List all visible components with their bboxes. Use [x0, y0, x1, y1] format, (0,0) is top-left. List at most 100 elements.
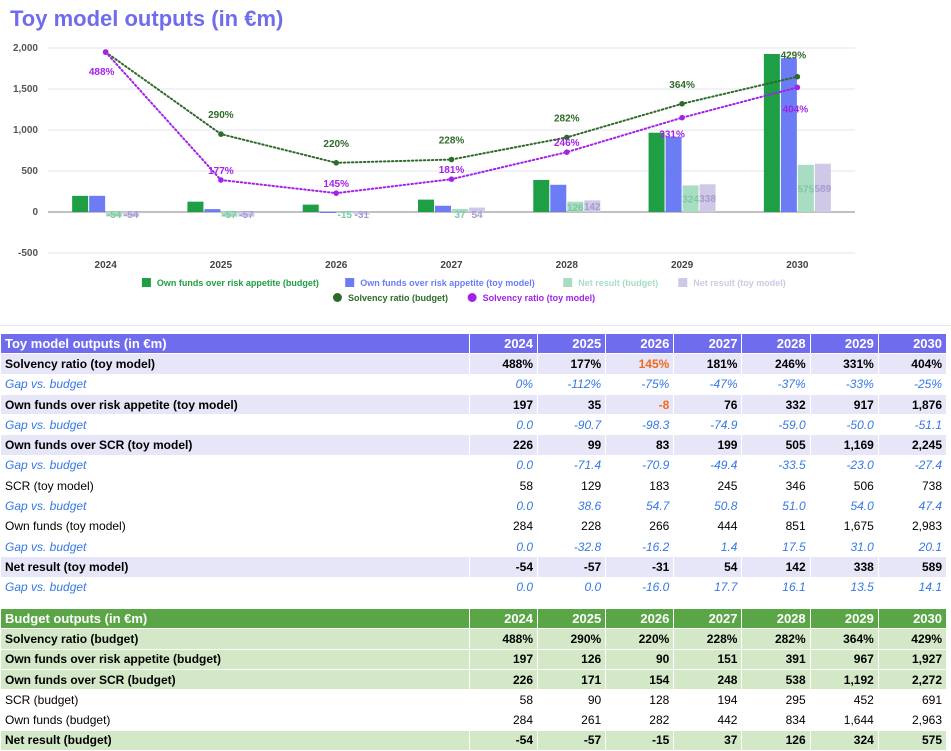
- table-row: Own funds (budget) 284 261 282 442 834 1,644 2,…: [0, 709, 948, 731]
- bar: [353, 212, 370, 215]
- cell-value: 183: [605, 475, 675, 497]
- cell-value: 1,927: [877, 648, 948, 670]
- y-tick-label: 2,000: [13, 43, 38, 54]
- table-header-row: Budget outputs (in €m) 2024 2025 2026 2027 20…: [0, 607, 948, 630]
- cell-value: 90: [537, 689, 607, 711]
- cell-value: 54.7: [605, 495, 675, 517]
- cell-value: -90.7: [537, 414, 607, 436]
- x-tick-label: 2028: [556, 260, 579, 271]
- cell-value: 13.5: [809, 576, 879, 598]
- cell-value: 429%: [877, 628, 948, 650]
- line-data-label: 145%: [323, 179, 349, 190]
- cell-value: -71.4: [537, 454, 607, 477]
- cell-value: 99: [537, 434, 607, 456]
- line-point: [448, 176, 455, 182]
- bar-data-label: 575: [798, 184, 815, 195]
- row-label: Own funds (toy model): [0, 515, 470, 537]
- bar-data-label: -57: [222, 210, 237, 221]
- cell-value: 20.1: [877, 535, 948, 558]
- table-title: Budget outputs (in €m): [0, 607, 470, 630]
- cell-value: 246%: [741, 353, 811, 375]
- cell-value: 452: [809, 689, 879, 711]
- cell-value: 290%: [537, 628, 607, 650]
- cell-value: -75%: [605, 373, 675, 395]
- bar: [238, 212, 255, 217]
- cell-value: -47%: [673, 373, 743, 395]
- cell-value: 0.0: [468, 576, 539, 598]
- cell-value: 228%: [673, 628, 743, 650]
- cell-value: 324: [809, 729, 879, 751]
- row-label: Own funds over risk appetite (toy model): [0, 393, 470, 416]
- bar: [123, 212, 140, 217]
- year-header: 2024: [468, 332, 539, 355]
- cell-value: 967: [809, 648, 879, 670]
- line-point: [102, 49, 109, 55]
- cell-value: 338: [809, 556, 879, 578]
- year-header: 2025: [537, 332, 607, 355]
- cell-value: 47.4: [877, 495, 948, 517]
- bar: [452, 208, 468, 212]
- cell-value: 50.8: [673, 495, 743, 517]
- table-row: SCR (budget) 58 90 128 194 295 452 691: [0, 689, 948, 711]
- table-title: Toy model outputs (in €m): [0, 332, 470, 355]
- cell-value: -51.1: [877, 414, 948, 436]
- bar-data-label: 54: [471, 210, 483, 221]
- cell-value: 76: [673, 393, 743, 416]
- bar: [221, 212, 238, 217]
- table-header-row: Toy model outputs (in €m) 2024 2025 2026 202…: [0, 332, 948, 355]
- table-row: Own funds over risk appetite (toy model)…: [0, 393, 948, 416]
- bar: [814, 163, 831, 212]
- cell-value: 129: [537, 475, 607, 497]
- year-header: 2026: [605, 607, 675, 630]
- table-row: Solvency ratio (toy model) 488% 177% 145% 18…: [0, 353, 948, 375]
- line-data-label: 364%: [669, 80, 695, 91]
- table-row: Own funds over risk appetite (budget) 197…: [0, 648, 948, 670]
- bar: [336, 212, 353, 214]
- cell-value: 0.0: [468, 414, 539, 436]
- cell-value: 2,272: [877, 668, 948, 691]
- row-label: Gap vs. budget: [0, 414, 470, 436]
- bar-data-label: 324: [682, 195, 699, 206]
- line-point: [794, 73, 801, 80]
- row-label: Net result (budget): [0, 729, 470, 751]
- legend-label: Solvency ratio (budget): [348, 293, 448, 303]
- cell-value: 917: [809, 393, 879, 416]
- cell-value: 404%: [877, 353, 948, 375]
- cell-value: 488%: [468, 353, 539, 375]
- cell-value: 1,876: [877, 393, 948, 416]
- cell-value: 284: [468, 709, 539, 731]
- toy-model-table: Toy model outputs (in €m) 2024 2025 2026 202…: [0, 332, 948, 598]
- year-header: 2024: [468, 607, 539, 630]
- row-label: Own funds over SCR (budget): [0, 668, 470, 691]
- cell-value: 1.4: [673, 535, 743, 558]
- cell-value: 226: [468, 668, 539, 691]
- line-data-label: 331%: [659, 130, 685, 141]
- cell-value: 38.6: [537, 495, 607, 517]
- cell-value: 126: [537, 648, 607, 670]
- cell-value: 51.0: [741, 495, 811, 517]
- cell-value: 181%: [673, 353, 743, 375]
- cell-value: -37%: [741, 373, 811, 395]
- bar: [699, 184, 716, 212]
- x-tick-label: 2025: [210, 260, 233, 271]
- bar-data-label: -31: [354, 210, 369, 221]
- legend-marker: [332, 293, 342, 302]
- bar: [319, 212, 336, 213]
- legend-label: Solvency ratio (toy model): [483, 293, 596, 303]
- year-header: 2027: [673, 607, 743, 630]
- line-point: [218, 131, 224, 137]
- row-label: SCR (budget): [0, 689, 470, 711]
- year-header: 2027: [673, 332, 743, 355]
- cell-value: -74.9: [673, 414, 743, 436]
- cell-value: -59.0: [741, 414, 811, 436]
- bar-data-label: -15: [337, 210, 352, 221]
- line-point: [679, 114, 685, 121]
- cell-value: 90: [605, 648, 675, 670]
- bar-data-label: -54: [107, 210, 122, 221]
- cell-value: 346: [741, 475, 811, 497]
- cell-value: 332: [741, 393, 811, 416]
- cell-value: 0.0: [468, 495, 539, 517]
- table-row: SCR (toy model) 58 129 183 245 346 506 738: [0, 475, 948, 497]
- cell-value: 58: [468, 689, 539, 711]
- cell-value: -32.8: [537, 535, 607, 558]
